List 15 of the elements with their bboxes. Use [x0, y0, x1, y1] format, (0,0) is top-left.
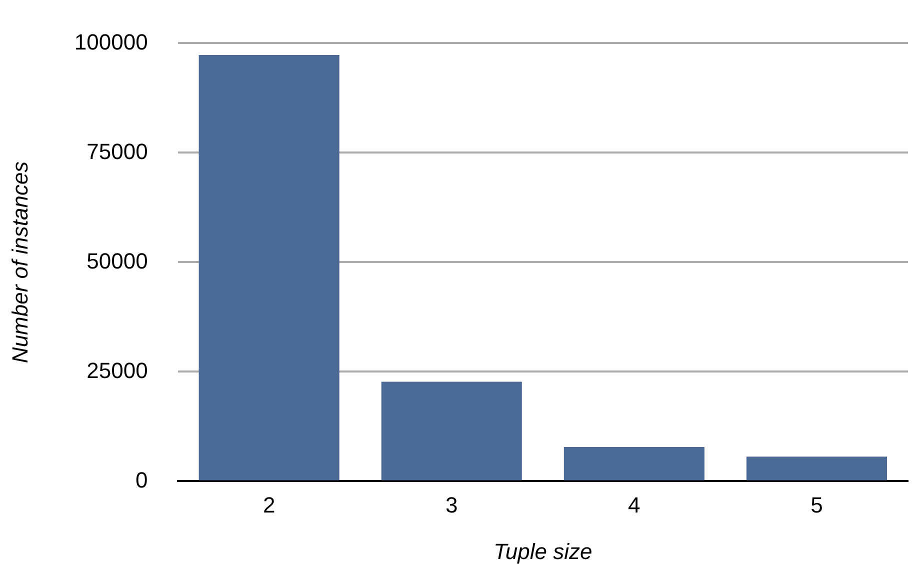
x-tick-label: 2	[262, 492, 276, 518]
y-tick-label: 50000	[86, 248, 148, 274]
y-tick-label: 25000	[86, 358, 148, 383]
y-axis-title: Number of instances	[7, 161, 32, 364]
x-axis-title: Tuple size	[494, 538, 592, 564]
bar	[198, 55, 340, 480]
bar	[564, 447, 704, 480]
x-tick-label: 3	[446, 492, 458, 518]
y-tick-label: 100000	[74, 29, 148, 54]
bar	[381, 382, 522, 480]
y-tick-label: 0	[136, 467, 148, 492]
x-tick-label: 5	[810, 492, 823, 518]
x-tick-label: 4	[628, 492, 640, 518]
y-tick-label: 75000	[86, 138, 148, 164]
bar	[746, 456, 888, 480]
